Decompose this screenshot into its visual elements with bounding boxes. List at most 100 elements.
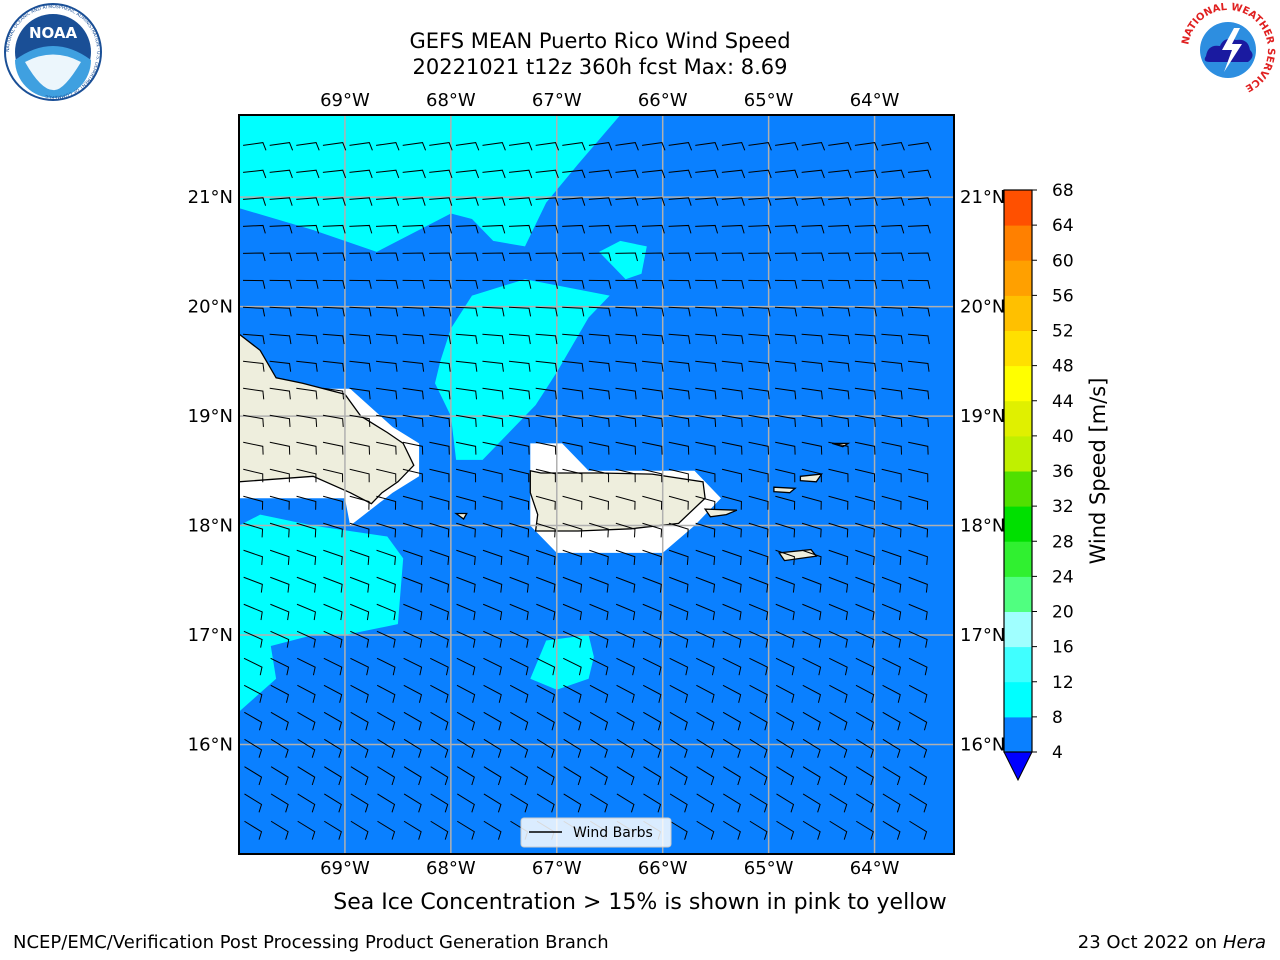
wind-barb [749, 793, 768, 813]
wind-barb [323, 522, 343, 538]
wind-barb [376, 441, 397, 455]
wind-barb [402, 333, 425, 345]
wind-barb [882, 766, 901, 786]
wind-barb [455, 468, 477, 483]
wind-barb [801, 522, 822, 538]
wind-barb [429, 549, 450, 566]
wind-barb [322, 468, 344, 483]
wind-barb [801, 252, 825, 262]
wind-barb [349, 252, 372, 262]
wind-barb [668, 549, 689, 566]
wind-barb [323, 576, 343, 593]
wind-barb [775, 414, 796, 427]
wind-barb [723, 793, 741, 813]
wind-barb [669, 793, 688, 813]
wind-barb [429, 576, 450, 593]
wind-barb [696, 766, 715, 786]
wind-barb [829, 820, 848, 840]
wind-barb [509, 657, 529, 676]
wind-barb [482, 306, 505, 317]
wind-barb [669, 657, 689, 676]
wind-barb [350, 684, 369, 703]
wind-barb [455, 333, 478, 345]
wind-barb [509, 549, 529, 566]
wind-barb [350, 711, 369, 731]
wind-barb [482, 279, 505, 289]
wind-barb [269, 495, 290, 510]
wind-barb [722, 630, 742, 648]
wind-barb [828, 522, 849, 538]
wind-barb [536, 766, 555, 786]
wind-barb [908, 441, 929, 455]
wind-barb [748, 522, 769, 538]
wind-barb [322, 414, 344, 427]
wind-barb [616, 793, 635, 813]
wind-barb [349, 576, 370, 593]
wind-barb [802, 603, 822, 621]
wind-barb [429, 387, 451, 400]
wind-barb [722, 684, 742, 703]
wind-barb [296, 252, 319, 262]
wind-barb [615, 252, 638, 262]
wind-barb [881, 549, 902, 566]
wind-barb [483, 684, 502, 703]
wind-barb [402, 468, 423, 483]
lon-tick-label: 66°W [638, 858, 688, 879]
wind-barb [402, 169, 426, 179]
wind-barb [696, 793, 715, 813]
wind-barb [244, 766, 263, 786]
wind-barb [907, 279, 931, 289]
wind-barb [349, 522, 370, 538]
wind-barb [855, 576, 875, 593]
wind-barb [775, 387, 797, 400]
wind-barb [510, 793, 529, 813]
wind-barb [801, 387, 823, 400]
wind-barb [322, 279, 346, 289]
colorbar-tick-label: 64 [1052, 216, 1074, 236]
wind-barb [535, 360, 558, 372]
wind-barb [243, 522, 264, 538]
wind-barb [296, 360, 318, 372]
wind-barb [243, 468, 264, 483]
wind-barb [642, 414, 663, 427]
wind-barb [802, 684, 822, 703]
wind-barb [801, 495, 822, 510]
wind-barb [695, 522, 716, 538]
wind-barb [828, 252, 851, 262]
lon-tick-label: 69°W [320, 858, 370, 879]
wind-barb [721, 306, 744, 317]
wind-barb [881, 169, 905, 179]
wind-barb [403, 793, 422, 813]
wind-barb [296, 224, 320, 234]
wind-barb [828, 549, 849, 566]
wind-barb [376, 549, 396, 566]
wind-barb [269, 522, 290, 538]
wind-barb [909, 766, 928, 786]
wind-barb [882, 820, 901, 840]
wind-barb [482, 522, 503, 538]
wind-barb [776, 711, 795, 731]
cyan-region-small-east [599, 240, 647, 280]
wind-barb [642, 657, 662, 676]
wind-barb [297, 738, 316, 758]
wind-barb [323, 684, 343, 703]
wind-barb [588, 169, 613, 179]
wind-barb [641, 333, 664, 345]
wind-barb [483, 630, 503, 648]
wind-barb [322, 441, 344, 455]
wind-barb [509, 169, 533, 179]
colorbar-tick-label: 60 [1052, 251, 1074, 271]
wind-barb [721, 169, 746, 179]
wind-barb [377, 738, 396, 758]
wind-barb [668, 306, 691, 317]
wind-barb [482, 333, 505, 345]
wind-barb [721, 142, 746, 151]
wind-barb [350, 820, 369, 840]
wind-barb [323, 549, 343, 566]
wind-barb [695, 630, 715, 648]
wind-barb [748, 252, 771, 262]
wind-barb [589, 603, 609, 621]
wind-barb [855, 522, 875, 538]
wind-barb [535, 441, 557, 455]
wind-barb [723, 738, 741, 758]
